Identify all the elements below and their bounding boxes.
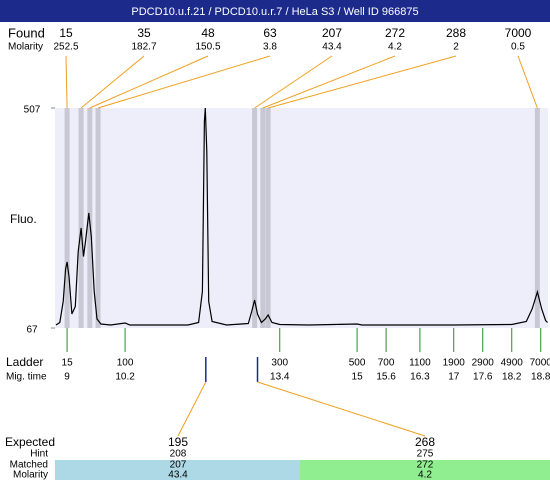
ladder-time: 18.8 [531,372,550,383]
ladder-time: 9 [64,372,70,383]
matched-label: Matched [10,460,48,471]
found-connector [97,55,271,109]
found-peak-band [534,108,540,328]
found-size: 288 [446,26,466,40]
hint-label: Hint [30,449,48,460]
expected-size: 195 [168,435,188,449]
found-connector [65,55,68,109]
molarity-row-label: Molarity [13,470,48,480]
found-connector [262,55,396,109]
found-peak-band [265,108,271,328]
molarity-label: Molarity [8,42,43,53]
expected-molarity: 43.4 [168,470,188,480]
ladder-time: 13.4 [270,372,290,383]
found-connector [268,55,457,109]
expected-hint: 208 [170,449,187,460]
found-size: 272 [385,26,405,40]
ladder-time: 15.6 [376,372,396,383]
found-peak-band [252,108,258,328]
found-size: 15 [59,26,73,40]
header-bar [0,0,550,22]
ladder-size: 1100 [409,358,431,369]
found-molarity: 150.5 [195,42,220,53]
header-title: PDCD10.u.f.21 / PDCD10.u.r.7 / HeLa S3 /… [131,6,418,18]
ladder-time: 16.3 [410,372,430,383]
found-molarity: 252.5 [53,42,78,53]
y-tick-label: 67 [26,325,38,336]
ladder-time: 17.6 [473,372,493,383]
found-connector [517,55,538,109]
ladder-size: 700 [378,358,395,369]
found-peak-band [78,108,84,328]
ladder-size: 15 [62,358,74,369]
found-peak-band [64,108,70,328]
expected-molarity: 4.2 [418,470,432,480]
found-size: 35 [137,26,151,40]
found-connector [254,55,333,109]
expected-matched: 272 [417,460,434,471]
found-molarity: 4.2 [388,42,402,53]
ladder-size: 4900 [501,358,524,369]
expected-label: Expected [5,435,55,449]
found-molarity: 182.7 [131,42,156,53]
found-peak-band [95,108,101,328]
mig-time-label: Mig. time [6,372,47,383]
ladder-time: 15 [352,372,364,383]
expected-connector [257,381,426,437]
ladder-size: 100 [117,358,134,369]
expected-matched: 207 [170,460,187,471]
ladder-size: 2900 [472,358,495,369]
found-size: 207 [322,26,342,40]
found-molarity: 43.4 [322,42,342,53]
found-molarity: 3.8 [263,42,277,53]
expected-bar [55,460,300,480]
ladder-time: 10.2 [115,372,135,383]
ladder-size: 500 [349,358,366,369]
found-label: Found [8,25,45,40]
ladder-size: 300 [271,358,288,369]
expected-size: 268 [415,435,435,449]
y-axis-label: Fluo. [10,212,37,226]
found-connector [89,55,209,109]
ladder-label: Ladder [6,355,43,369]
found-connector [80,55,145,109]
found-size: 63 [263,26,277,40]
found-molarity: 0.5 [511,42,525,53]
expected-connector [177,381,207,437]
ladder-time: 18.2 [502,372,522,383]
ladder-size: 1900 [443,358,466,369]
plot-area [55,108,548,328]
found-size: 7000 [505,26,532,40]
expected-hint: 275 [417,449,434,460]
y-tick-label: 507 [24,105,41,116]
found-size: 48 [201,26,215,40]
found-molarity: 2 [453,42,459,53]
ladder-time: 17 [448,372,460,383]
expected-bar [300,460,550,480]
fluorescence-trace [55,107,548,326]
found-peak-band [260,108,266,328]
ladder-size: 7000 [530,358,550,369]
